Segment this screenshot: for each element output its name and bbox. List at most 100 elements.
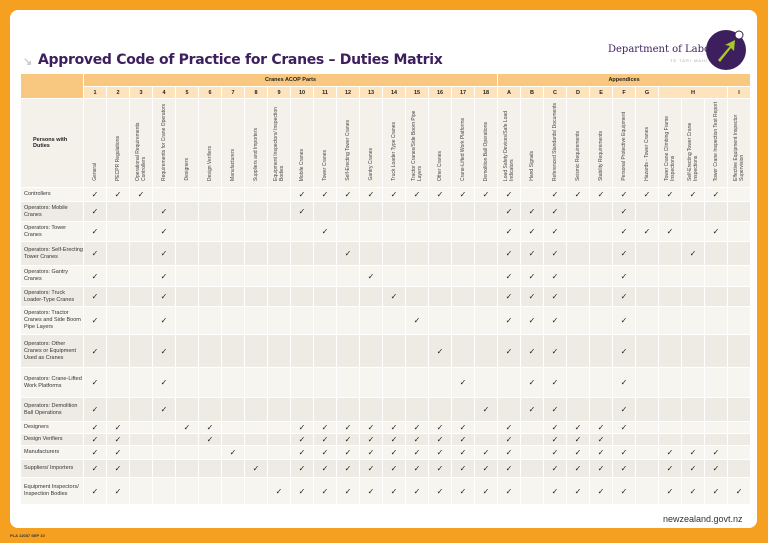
matrix-cell [727,187,752,202]
matrix-cell: ✓ [566,445,591,460]
newzealand-govt-link[interactable]: newzealand.govt.nz [663,514,743,524]
matrix-cell [290,334,314,368]
matrix-cell: ✓ [612,397,637,422]
matrix-cell [221,459,245,478]
matrix-cell: ✓ [382,421,406,434]
matrix-cell [221,477,245,505]
check-icon: ✓ [298,464,306,473]
matrix-cell: ✓ [704,459,729,478]
matrix-cell: ✓ [451,367,475,398]
matrix-cell [198,445,222,460]
matrix-cell: ✓ [543,286,568,307]
matrix-cell: ✓ [106,477,130,505]
check-icon: ✓ [620,405,628,414]
matrix-cell [244,433,268,446]
matrix-cell [244,187,268,202]
matrix-cell [635,477,660,505]
matrix-cell: ✓ [106,459,130,478]
table-row: Operators: Truck Loader-Type Cranes ✓ ✓ ✓ ✓ ✓… [20,286,752,307]
matrix-cell [704,306,729,335]
matrix-cell: ✓ [635,187,660,202]
matrix-cell: ✓ [612,445,637,460]
check-icon: ✓ [643,227,651,236]
matrix-cell: ✓ [359,445,383,460]
check-icon: ✓ [321,227,329,236]
matrix-cell [405,201,429,222]
matrix-cell [520,477,545,505]
check-icon: ✓ [551,190,559,199]
matrix-cell [221,306,245,335]
matrix-cell [658,367,683,398]
matrix-cell: ✓ [658,445,683,460]
matrix-cell [129,459,153,478]
matrix-cell: ✓ [589,477,614,505]
matrix-cell [290,367,314,398]
matrix-cell [681,286,706,307]
matrix-cell: ✓ [336,445,360,460]
column-header: Stability Requirements [589,98,614,188]
matrix-cell: ✓ [681,187,706,202]
check-icon: ✓ [620,378,628,387]
matrix-cell [244,397,268,422]
matrix-cell [727,265,752,287]
matrix-cell: ✓ [612,265,637,287]
column-label: PECPR Regulations [115,135,121,181]
column-header: Operational Requirements Controllers [129,98,153,188]
matrix-cell [267,459,291,478]
column-header: Designers [175,98,199,188]
check-icon: ✓ [436,464,444,473]
check-icon: ✓ [528,292,536,301]
matrix-cell: ✓ [359,459,383,478]
check-icon: ✓ [91,486,99,496]
check-icon: ✓ [459,464,467,473]
check-icon: ✓ [620,486,628,496]
matrix-cell: ✓ [704,477,729,505]
matrix-cell [635,459,660,478]
matrix-cell [359,241,383,266]
column-number: 17 [451,86,475,99]
matrix-cell [727,334,752,368]
matrix-cell [267,187,291,202]
matrix-cell: ✓ [520,201,545,222]
matrix-cell: ✓ [520,306,545,335]
matrix-cell [704,433,729,446]
matrix-cell [405,265,429,287]
matrix-cell [175,201,199,222]
matrix-cell: ✓ [83,433,107,446]
matrix-cell: ✓ [543,265,568,287]
check-icon: ✓ [298,190,306,199]
matrix-cell [152,421,176,434]
check-icon: ✓ [551,486,559,496]
check-icon: ✓ [459,435,467,444]
matrix-cell: ✓ [543,334,568,368]
check-icon: ✓ [528,207,536,216]
matrix-cell [704,265,729,287]
matrix-cell [244,221,268,242]
matrix-cell: ✓ [336,459,360,478]
column-label: Equipment Inspectors/ Inspection Bodies [273,107,285,181]
check-icon: ✓ [551,448,559,457]
matrix-cell [497,367,522,398]
matrix-cell [106,397,130,422]
column-label: Demolition Ball Operations [483,121,490,181]
matrix-cell [129,367,153,398]
check-icon: ✓ [367,486,375,496]
matrix-cell [313,265,337,287]
check-icon: ✓ [252,464,260,473]
matrix-cell [704,367,729,398]
matrix-cell [175,477,199,505]
matrix-cell [727,241,752,266]
matrix-cell: ✓ [473,477,499,505]
column-number: 8 [244,86,268,99]
check-icon: ✓ [390,486,398,496]
matrix-cell [473,306,499,335]
column-number: F [612,86,637,99]
column-number: 2 [106,86,130,99]
matrix-cell: ✓ [497,286,522,307]
matrix-cell [704,397,729,422]
column-header: Mobile Cranes [290,98,314,188]
matrix-cell: ✓ [612,201,637,222]
check-icon: ✓ [459,378,467,387]
matrix-cell: ✓ [543,459,568,478]
check-icon: ✓ [321,464,329,473]
